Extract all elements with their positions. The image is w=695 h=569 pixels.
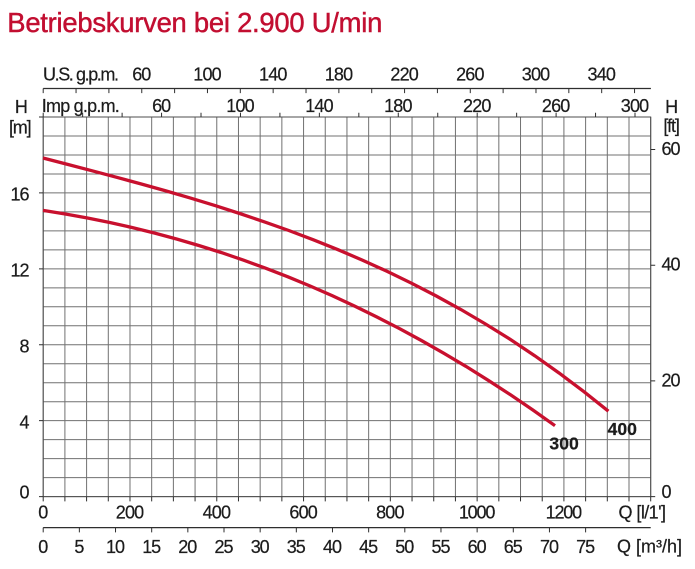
svg-text:100: 100 — [193, 64, 221, 84]
svg-text:200: 200 — [116, 503, 144, 523]
svg-text:55: 55 — [432, 537, 451, 557]
svg-text:16: 16 — [11, 185, 30, 205]
svg-text:60: 60 — [152, 96, 171, 116]
svg-text:70: 70 — [540, 537, 559, 557]
svg-text:Betriebskurven bei 2.900 U/min: Betriebskurven bei 2.900 U/min — [7, 7, 382, 38]
svg-text:15: 15 — [142, 537, 161, 557]
svg-text:400: 400 — [203, 503, 231, 523]
svg-text:60: 60 — [132, 64, 151, 84]
svg-text:45: 45 — [359, 537, 378, 557]
svg-text:300: 300 — [621, 96, 649, 116]
svg-text:180: 180 — [384, 96, 412, 116]
svg-text:0: 0 — [38, 503, 48, 523]
svg-text:Q [m³/h]: Q [m³/h] — [617, 536, 682, 556]
svg-text:300: 300 — [549, 433, 579, 453]
svg-text:60: 60 — [662, 139, 681, 159]
svg-text:140: 140 — [305, 96, 333, 116]
svg-text:25: 25 — [215, 537, 234, 557]
svg-text:8: 8 — [19, 336, 29, 356]
svg-text:40: 40 — [662, 255, 681, 275]
svg-text:260: 260 — [542, 96, 570, 116]
svg-text:1000: 1000 — [459, 503, 496, 523]
svg-text:300: 300 — [522, 64, 550, 84]
svg-text:H: H — [665, 97, 678, 117]
svg-text:50: 50 — [395, 537, 414, 557]
svg-text:40: 40 — [323, 537, 342, 557]
svg-text:800: 800 — [376, 503, 404, 523]
svg-text:100: 100 — [226, 96, 254, 116]
svg-text:340: 340 — [588, 64, 616, 84]
svg-text:5: 5 — [74, 537, 84, 557]
svg-text:[m]: [m] — [9, 117, 32, 137]
svg-text:[ft]: [ft] — [663, 116, 680, 136]
svg-text:30: 30 — [251, 537, 270, 557]
svg-text:U.S. g.p.m.: U.S. g.p.m. — [43, 64, 119, 84]
svg-text:260: 260 — [456, 64, 484, 84]
svg-text:140: 140 — [259, 64, 287, 84]
svg-text:65: 65 — [504, 537, 523, 557]
svg-text:0: 0 — [19, 482, 29, 502]
svg-text:4: 4 — [19, 412, 29, 432]
svg-text:12: 12 — [11, 260, 30, 280]
svg-text:0: 0 — [662, 482, 672, 502]
svg-text:H: H — [15, 97, 28, 117]
svg-text:10: 10 — [106, 537, 125, 557]
svg-text:220: 220 — [463, 96, 491, 116]
svg-text:20: 20 — [662, 370, 681, 390]
svg-text:400: 400 — [608, 419, 638, 439]
svg-text:600: 600 — [289, 503, 317, 523]
svg-text:Imp g.p.m.: Imp g.p.m. — [42, 96, 120, 116]
svg-text:35: 35 — [287, 537, 306, 557]
svg-text:220: 220 — [390, 64, 418, 84]
svg-text:Q [l/1']: Q [l/1'] — [619, 502, 667, 522]
svg-text:1200: 1200 — [546, 503, 583, 523]
svg-text:60: 60 — [468, 537, 487, 557]
svg-text:180: 180 — [325, 64, 353, 84]
svg-text:20: 20 — [178, 537, 197, 557]
svg-text:0: 0 — [38, 537, 48, 557]
svg-text:75: 75 — [576, 537, 595, 557]
